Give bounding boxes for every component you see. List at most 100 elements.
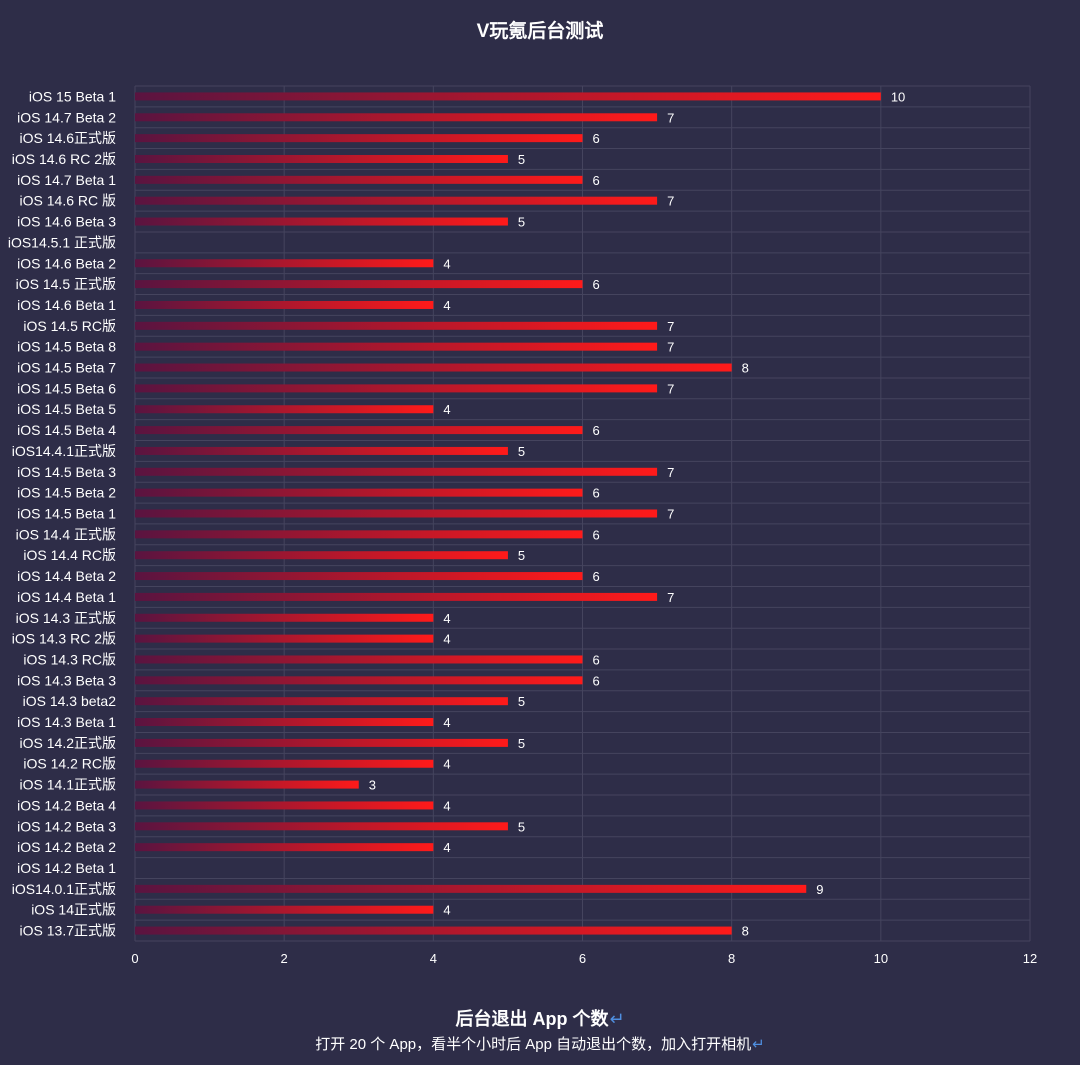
value-label: 6 xyxy=(593,486,600,501)
value-label: 6 xyxy=(593,652,600,667)
x-tick-label: 0 xyxy=(131,951,138,966)
grid-layer xyxy=(134,85,1031,942)
value-label: 4 xyxy=(443,298,450,313)
category-label: iOS 14.3 RC版 xyxy=(23,651,116,667)
value-label: 6 xyxy=(593,527,600,542)
value-label: 4 xyxy=(443,611,450,626)
value-label: 7 xyxy=(667,465,674,480)
category-label: iOS14.5.1 正式版 xyxy=(8,234,116,250)
value-label: 4 xyxy=(443,402,450,417)
category-label: iOS 14.2 Beta 3 xyxy=(17,818,116,834)
category-label: iOS 14.6 RC 版 xyxy=(20,193,116,209)
category-label: iOS 14.2 Beta 2 xyxy=(17,839,116,855)
bar xyxy=(135,738,508,747)
value-label: 9 xyxy=(816,882,823,897)
category-label: iOS 14.5 Beta 5 xyxy=(17,401,116,417)
x-tick-label: 12 xyxy=(1023,951,1037,966)
bar xyxy=(135,175,583,184)
bar xyxy=(135,822,508,831)
bar xyxy=(135,196,658,205)
bar xyxy=(135,446,508,455)
bar xyxy=(135,509,658,518)
category-label: iOS14.4.1正式版 xyxy=(12,443,116,459)
category-label: iOS 14.5 Beta 8 xyxy=(17,339,116,355)
category-label: iOS 14正式版 xyxy=(31,902,116,918)
value-label: 6 xyxy=(593,277,600,292)
footer-subtitle-text: 打开 20 个 App，看半个小时后 App 自动退出个数，加入打开相机 xyxy=(315,1036,752,1053)
bar xyxy=(135,884,807,893)
category-label: iOS 14.3 beta2 xyxy=(23,693,117,709)
bar xyxy=(135,300,434,309)
value-label: 4 xyxy=(443,903,450,918)
footer-title: 后台退出 App 个数↵ xyxy=(0,1005,1080,1031)
category-label: iOS 14.5 Beta 6 xyxy=(17,380,116,396)
bar xyxy=(135,426,583,435)
bar-layer xyxy=(135,92,881,935)
bar xyxy=(135,217,508,226)
value-label: 7 xyxy=(667,507,674,522)
bar xyxy=(135,697,508,706)
category-label: iOS 14.2 RC版 xyxy=(23,756,116,772)
value-label: 6 xyxy=(593,173,600,188)
value-label: 6 xyxy=(593,131,600,146)
category-label: iOS 14.6 Beta 2 xyxy=(17,255,116,271)
category-label: iOS 14.6 Beta 1 xyxy=(17,297,116,313)
value-label: 10 xyxy=(891,89,905,104)
enter-icon: ↵ xyxy=(752,1036,765,1053)
value-label: 3 xyxy=(369,778,376,793)
bar xyxy=(135,280,583,289)
enter-icon: ↵ xyxy=(609,1009,625,1029)
value-label: 5 xyxy=(518,548,525,563)
bar xyxy=(135,134,583,143)
value-label: 8 xyxy=(742,924,749,939)
category-label: iOS 14.6 Beta 3 xyxy=(17,214,116,230)
bar xyxy=(135,384,658,393)
bar xyxy=(135,759,434,768)
bar xyxy=(135,905,434,914)
x-tick-label: 10 xyxy=(874,951,888,966)
bar xyxy=(135,92,881,101)
category-label: iOS14.0.1正式版 xyxy=(12,881,116,897)
category-label: iOS 14.4 RC版 xyxy=(23,547,116,563)
bar-chart: 0 2 4 6 8 10 12 iOS 15 Beta 1 10 iOS 14.7 Beta 2 7… xyxy=(8,85,1037,966)
category-label: iOS 14.7 Beta 1 xyxy=(17,172,116,188)
value-label: 4 xyxy=(443,798,450,813)
value-label: 5 xyxy=(518,819,525,834)
value-label: 4 xyxy=(443,757,450,772)
bar xyxy=(135,321,658,330)
value-label: 5 xyxy=(518,444,525,459)
bar xyxy=(135,342,658,351)
value-label: 7 xyxy=(667,319,674,334)
category-label: iOS 14.3 Beta 1 xyxy=(17,714,116,730)
category-label: iOS 14.7 Beta 2 xyxy=(17,109,116,125)
category-label: iOS 14.3 Beta 3 xyxy=(17,672,116,688)
x-tick-label: 6 xyxy=(579,951,586,966)
category-label: iOS 13.7正式版 xyxy=(20,923,116,939)
value-label: 7 xyxy=(667,110,674,125)
bar xyxy=(135,530,583,539)
chart-title: V玩氪后台测试 xyxy=(476,21,604,42)
value-label: 8 xyxy=(742,361,749,376)
category-label: iOS 14.3 RC 2版 xyxy=(12,631,116,647)
bar xyxy=(135,801,434,810)
category-label: iOS 15 Beta 1 xyxy=(29,88,116,104)
footer-subtitle: 打开 20 个 App，看半个小时后 App 自动退出个数，加入打开相机↵ xyxy=(0,1033,1080,1054)
bar xyxy=(135,363,732,372)
bar xyxy=(135,405,434,414)
bar xyxy=(135,488,583,497)
bar xyxy=(135,634,434,643)
value-label: 7 xyxy=(667,340,674,355)
x-tick-label: 8 xyxy=(728,951,735,966)
bar xyxy=(135,843,434,852)
category-label: iOS 14.2正式版 xyxy=(20,735,116,751)
bar xyxy=(135,718,434,727)
category-label: iOS 14.1正式版 xyxy=(20,777,116,793)
bar xyxy=(135,780,359,789)
category-label: iOS 14.5 Beta 3 xyxy=(17,464,116,480)
category-label: iOS 14.4 正式版 xyxy=(16,526,116,542)
bar xyxy=(135,572,583,581)
category-label: iOS 14.5 正式版 xyxy=(16,276,116,292)
bar xyxy=(135,926,732,935)
category-label: iOS 14.5 Beta 4 xyxy=(17,422,116,438)
